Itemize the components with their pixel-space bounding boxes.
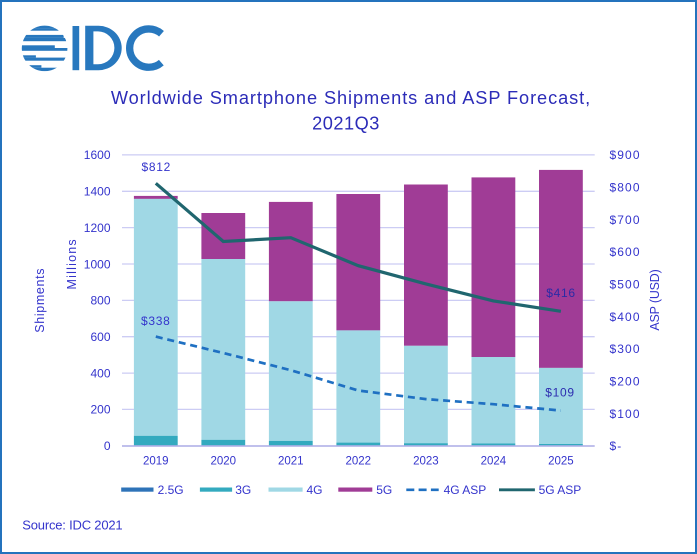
svg-text:2021Q3: 2021Q3 bbox=[312, 114, 380, 134]
svg-text:5G ASP: 5G ASP bbox=[539, 483, 582, 497]
svg-text:200: 200 bbox=[90, 403, 110, 417]
svg-text:$600: $600 bbox=[610, 245, 641, 259]
svg-text:Source: IDC 2021: Source: IDC 2021 bbox=[22, 518, 122, 533]
svg-text:$-: $- bbox=[610, 439, 623, 453]
svg-text:2022: 2022 bbox=[346, 456, 372, 468]
svg-text:3G: 3G bbox=[235, 483, 251, 497]
svg-text:$800: $800 bbox=[610, 181, 641, 195]
svg-text:$300: $300 bbox=[610, 342, 641, 356]
svg-text:2020: 2020 bbox=[211, 456, 237, 468]
svg-text:1000: 1000 bbox=[84, 257, 111, 271]
svg-text:$400: $400 bbox=[610, 310, 641, 324]
svg-text:2021: 2021 bbox=[278, 456, 304, 468]
svg-text:$812: $812 bbox=[142, 160, 172, 174]
svg-text:5G: 5G bbox=[376, 483, 392, 497]
svg-text:4G: 4G bbox=[307, 483, 323, 497]
svg-text:$900: $900 bbox=[610, 148, 641, 162]
svg-text:$500: $500 bbox=[610, 278, 641, 292]
svg-text:1200: 1200 bbox=[84, 221, 111, 235]
svg-text:1400: 1400 bbox=[84, 185, 111, 199]
svg-text:600: 600 bbox=[90, 330, 110, 344]
svg-text:$109: $109 bbox=[545, 385, 575, 399]
svg-text:2024: 2024 bbox=[481, 456, 507, 468]
svg-text:4G ASP: 4G ASP bbox=[444, 483, 487, 497]
svg-text:$416: $416 bbox=[546, 286, 576, 300]
svg-text:$338: $338 bbox=[141, 314, 171, 328]
svg-text:800: 800 bbox=[90, 294, 110, 308]
svg-text:2019: 2019 bbox=[143, 456, 169, 468]
svg-text:400: 400 bbox=[90, 366, 110, 380]
svg-text:2.5G: 2.5G bbox=[158, 483, 184, 497]
svg-text:0: 0 bbox=[104, 439, 111, 453]
svg-text:$200: $200 bbox=[610, 375, 641, 389]
svg-text:1600: 1600 bbox=[84, 148, 111, 162]
svg-text:Millions: Millions bbox=[65, 238, 79, 289]
svg-text:2025: 2025 bbox=[548, 456, 574, 468]
svg-text:Worldwide Smartphone Shipments: Worldwide Smartphone Shipments and ASP F… bbox=[111, 88, 591, 108]
svg-text:$100: $100 bbox=[610, 407, 641, 421]
svg-text:Shipments: Shipments bbox=[33, 268, 47, 333]
svg-text:$700: $700 bbox=[610, 213, 641, 227]
svg-text:2023: 2023 bbox=[413, 456, 439, 468]
svg-text:ASP (USD): ASP (USD) bbox=[648, 269, 662, 330]
